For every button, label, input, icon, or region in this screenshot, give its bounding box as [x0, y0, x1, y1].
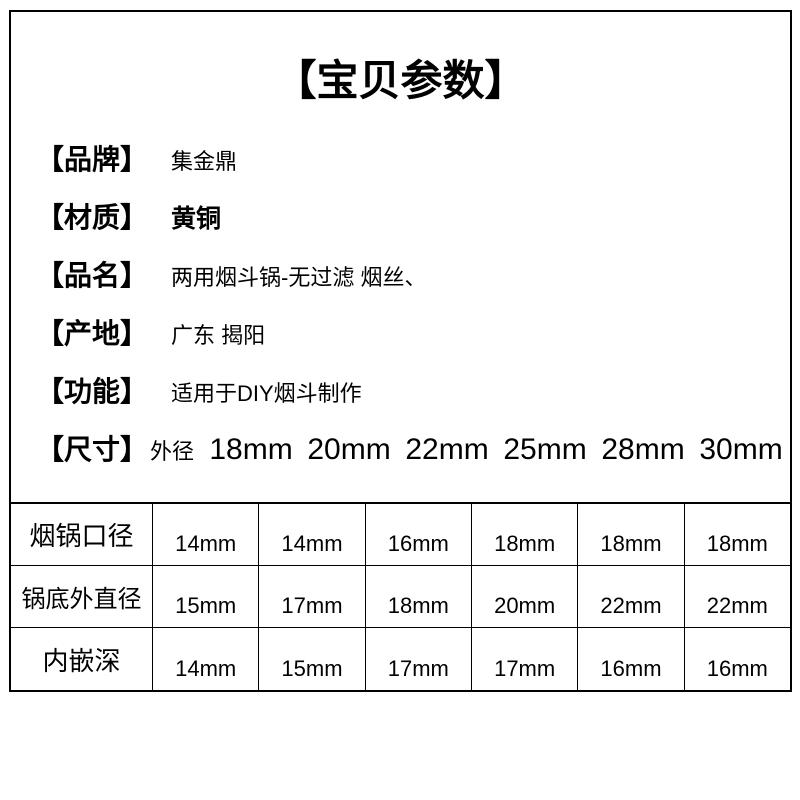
row-label: 锅底外直径	[11, 566, 153, 627]
spec-name-label: 【品名】	[36, 254, 151, 294]
size-header-row: 【尺寸】 外径 18mm 20mm 22mm 25mm 28mm 30mm	[11, 428, 790, 468]
size-header-cell: 30mm	[692, 433, 790, 467]
table-row: 内嵌深 14mm 15mm 17mm 17mm 16mm 16mm	[11, 628, 790, 690]
row-label: 内嵌深	[11, 628, 153, 690]
spec-material-value: 黄铜	[171, 199, 221, 235]
spec-brand-value: 集金鼎	[171, 144, 237, 176]
size-data-table: 烟锅口径 14mm 14mm 16mm 18mm 18mm 18mm 锅底外直径…	[9, 502, 792, 692]
spec-brand-label: 【品牌】	[36, 138, 151, 178]
page-title: 【宝贝参数】	[11, 47, 790, 108]
size-headers: 18mm 20mm 22mm 25mm 28mm 30mm	[202, 433, 790, 467]
table-cell: 16mm	[578, 628, 684, 690]
table-cell: 18mm	[366, 566, 472, 627]
spec-size-sublabel: 外径	[150, 434, 194, 466]
table-row: 烟锅口径 14mm 14mm 16mm 18mm 18mm 18mm	[11, 504, 790, 566]
spec-list: 【品牌】 集金鼎 【材质】 黄铜 【品名】 两用烟斗锅-无过滤 烟丝、 【产地】…	[11, 138, 790, 410]
table-cell: 18mm	[685, 504, 790, 565]
size-header-cell: 28mm	[594, 433, 692, 467]
table-row: 锅底外直径 15mm 17mm 18mm 20mm 22mm 22mm	[11, 566, 790, 628]
spec-origin-value: 广东 揭阳	[171, 318, 265, 350]
product-spec-frame: 【宝贝参数】 【品牌】 集金鼎 【材质】 黄铜 【品名】 两用烟斗锅-无过滤 烟…	[9, 10, 792, 692]
spec-origin-label: 【产地】	[36, 312, 151, 352]
table-cell: 17mm	[259, 566, 365, 627]
table-cell: 20mm	[472, 566, 578, 627]
row-label: 烟锅口径	[11, 504, 153, 565]
spec-function-row: 【功能】 适用于DIY烟斗制作	[36, 370, 790, 410]
spec-brand-row: 【品牌】 集金鼎	[36, 138, 790, 178]
spec-material-label: 【材质】	[36, 196, 151, 236]
table-cell: 18mm	[472, 504, 578, 565]
table-cell: 18mm	[578, 504, 684, 565]
table-cell: 14mm	[153, 504, 259, 565]
row-cells: 14mm 15mm 17mm 17mm 16mm 16mm	[153, 628, 790, 690]
table-cell: 14mm	[153, 628, 259, 690]
table-cell: 22mm	[685, 566, 790, 627]
row-cells: 14mm 14mm 16mm 18mm 18mm 18mm	[153, 504, 790, 565]
table-cell: 16mm	[366, 504, 472, 565]
spec-name-row: 【品名】 两用烟斗锅-无过滤 烟丝、	[36, 254, 790, 294]
table-cell: 15mm	[259, 628, 365, 690]
size-header-cell: 18mm	[202, 433, 300, 467]
table-cell: 17mm	[472, 628, 578, 690]
table-cell: 22mm	[578, 566, 684, 627]
spec-name-value: 两用烟斗锅-无过滤 烟丝、	[171, 260, 426, 292]
table-cell: 14mm	[259, 504, 365, 565]
spec-function-value: 适用于DIY烟斗制作	[171, 376, 362, 408]
size-header-cell: 25mm	[496, 433, 594, 467]
size-header-cell: 20mm	[300, 433, 398, 467]
table-cell: 17mm	[366, 628, 472, 690]
spec-function-label: 【功能】	[36, 370, 151, 410]
spec-size-label: 【尺寸】	[36, 428, 148, 468]
row-cells: 15mm 17mm 18mm 20mm 22mm 22mm	[153, 566, 790, 627]
spec-material-row: 【材质】 黄铜	[36, 196, 790, 236]
size-header-cell: 22mm	[398, 433, 496, 467]
spec-origin-row: 【产地】 广东 揭阳	[36, 312, 790, 352]
table-cell: 15mm	[153, 566, 259, 627]
table-cell: 16mm	[685, 628, 790, 690]
